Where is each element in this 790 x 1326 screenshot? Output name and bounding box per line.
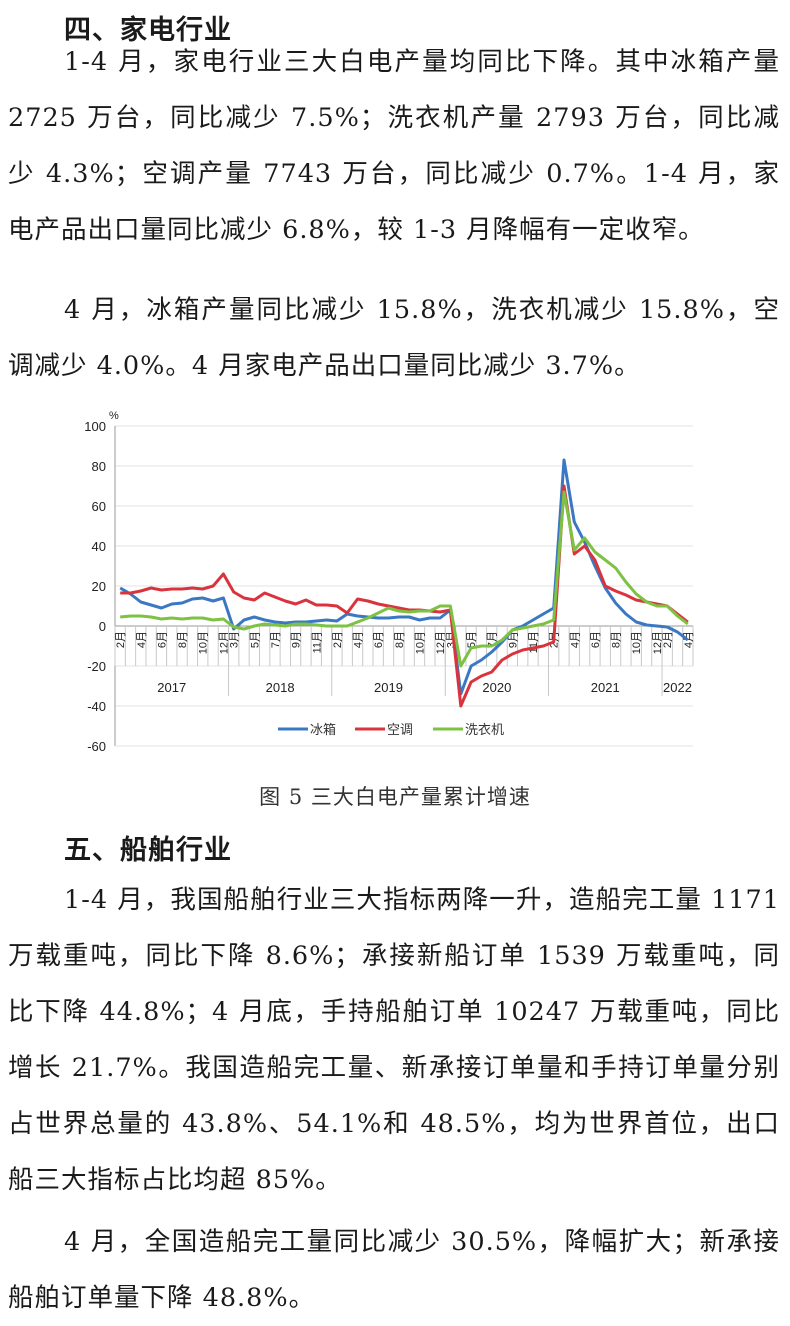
y-tick-label: -60 (87, 739, 106, 754)
y-tick-label: 60 (92, 499, 106, 514)
x-tick-month-label: 4月 (683, 631, 695, 648)
figure-caption: 图 5 三大白电产量累计增速 (259, 785, 531, 809)
x-tick-month-label: 4月 (353, 631, 365, 648)
shipbuilding-paragraph-1: 1-4 月，我国船舶行业三大指标两降一升，造船完工量 1171 万载重吨，同比下… (8, 885, 780, 1195)
x-tick-month-label: 10月 (631, 631, 643, 654)
x-year-label: 2018 (266, 680, 295, 695)
x-tick-month-label: 7月 (270, 631, 282, 648)
x-tick-month-label: 5月 (249, 631, 261, 648)
legend-label: 洗衣机 (465, 722, 504, 737)
x-tick-month-label: 2月 (662, 631, 674, 648)
x-year-label: 2019 (374, 680, 403, 695)
y-tick-label: 40 (92, 539, 106, 554)
x-tick-month-label: 10月 (198, 631, 210, 654)
x-tick-month-label: 2月 (332, 631, 344, 648)
x-tick-month-label: 6月 (373, 631, 385, 648)
y-tick-label: 20 (92, 579, 106, 594)
x-tick-month-label: 9月 (507, 631, 519, 648)
x-tick-month-label: 10月 (414, 631, 426, 654)
section-heading-shipbuilding: 五、船舶行业 (64, 835, 232, 866)
shipbuilding-paragraph-2: 4 月，全国造船完工量同比减少 30.5%，降幅扩大；新承接船舶订单量下降 48… (8, 1227, 780, 1313)
y-tick-label: 100 (84, 419, 106, 434)
x-tick-month-label: 6月 (156, 631, 168, 648)
x-tick-month-label: 9月 (291, 631, 303, 648)
x-tick-month-label: 12月 (652, 631, 664, 654)
x-tick-month-label: 11月 (311, 631, 323, 653)
x-tick-month-label: 5月 (466, 631, 478, 648)
legend-label: 冰箱 (310, 722, 336, 737)
y-axis-unit: % (109, 410, 119, 422)
y-tick-label: 80 (92, 459, 106, 474)
x-year-label: 2021 (591, 680, 620, 695)
x-tick-month-label: 8月 (394, 631, 406, 648)
y-tick-label: 0 (99, 619, 106, 634)
series-line (120, 484, 689, 708)
y-tick-label: -20 (87, 659, 106, 674)
appliances-paragraph-1: 1-4 月，家电行业三大白电产量均同比下降。其中冰箱产量 2725 万台，同比减… (8, 47, 780, 245)
x-tick-month-label: 8月 (611, 631, 623, 648)
x-tick-month-label: 8月 (177, 631, 189, 648)
series-line (119, 458, 689, 696)
x-tick-month-label: 4月 (136, 631, 148, 648)
x-tick-month-label: 2月 (115, 631, 127, 648)
x-tick-month-label: 12月 (218, 631, 230, 654)
x-tick-month-label: 12月 (435, 631, 447, 654)
appliances-paragraph-2: 4 月，冰箱产量同比减少 15.8%，洗衣机减少 15.8%，空调减少 4.0%… (8, 295, 780, 381)
x-tick-month-label: 6月 (590, 631, 602, 648)
y-tick-label: -40 (87, 699, 106, 714)
x-tick-month-label: 4月 (569, 631, 581, 648)
x-tick-month-label: 3月 (229, 631, 241, 648)
legend-label: 空调 (387, 722, 413, 737)
x-year-label: 2017 (157, 680, 186, 695)
section-heading-appliances: 四、家电行业 (64, 15, 232, 46)
x-year-label: 2022 (663, 680, 692, 695)
series-line (120, 490, 689, 668)
x-year-label: 2020 (482, 680, 511, 695)
